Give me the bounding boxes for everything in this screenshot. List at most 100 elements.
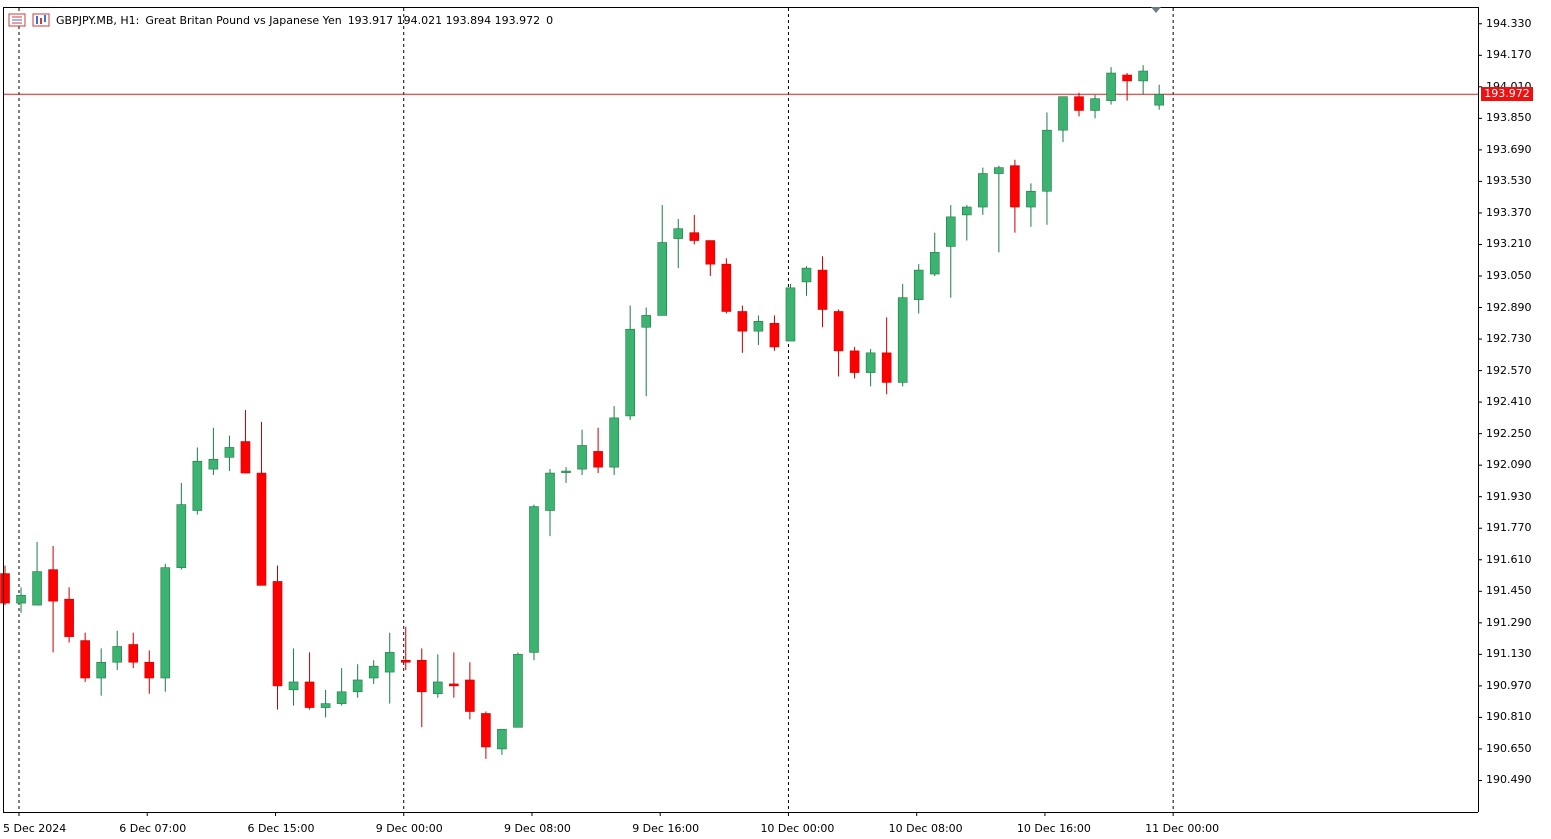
candle-body-bull	[1090, 98, 1100, 111]
candle-body-bull	[352, 679, 363, 693]
candle	[881, 317, 892, 395]
candle	[673, 218, 684, 269]
candle	[481, 711, 491, 759]
candle-body-bull	[801, 267, 812, 283]
candle	[128, 632, 139, 669]
y-tick-label: 190.490	[1486, 773, 1532, 787]
candle-body-bear	[240, 441, 251, 474]
candle-body-bear	[304, 681, 315, 708]
candle	[978, 167, 988, 215]
candle	[897, 283, 908, 387]
candle-body-bull	[112, 646, 123, 663]
y-tick-label: 193.850	[1486, 111, 1532, 125]
candle-body-bear	[705, 240, 716, 265]
y-tick-label: 190.650	[1486, 741, 1532, 755]
y-tick-label: 191.930	[1486, 489, 1532, 503]
candle	[577, 429, 587, 476]
candle	[352, 664, 363, 698]
candle-body-bear	[144, 661, 155, 679]
shift-marker-icon[interactable]	[1151, 7, 1161, 13]
candle-body-bull	[368, 665, 379, 679]
candle	[1138, 65, 1148, 95]
candle-body-bull	[1042, 129, 1052, 192]
y-tick-label: 194.330	[1486, 16, 1532, 30]
candle	[769, 315, 780, 351]
x-tick-label: 9 Dec 16:00	[632, 822, 700, 835]
candle	[753, 315, 764, 345]
candle-body-bull	[785, 287, 796, 342]
candle-body-bull	[1026, 190, 1036, 208]
candle-body-bull	[336, 691, 347, 704]
candle	[705, 240, 716, 276]
bar-chart-icon[interactable]	[32, 13, 50, 27]
candle-body-bear	[128, 644, 139, 663]
candle	[945, 205, 956, 298]
candle	[641, 307, 652, 397]
y-tick-label: 192.890	[1486, 300, 1532, 314]
candle	[785, 283, 796, 342]
candle	[449, 652, 459, 698]
candle	[368, 660, 379, 684]
y-tick-label: 192.090	[1486, 458, 1532, 472]
candle	[1042, 112, 1052, 225]
candle	[320, 689, 331, 718]
candle-body-bear	[817, 269, 828, 310]
candle-body-bear	[593, 451, 603, 468]
candle	[913, 264, 924, 314]
x-tick-label: 10 Dec 00:00	[760, 822, 835, 835]
candle	[304, 652, 315, 710]
y-tick-label: 191.450	[1486, 584, 1532, 598]
candle-body-bull	[384, 652, 395, 673]
candle-body-bull	[160, 567, 171, 679]
candle-body-bull	[1058, 96, 1068, 131]
candle-body-bear	[769, 322, 780, 348]
candle-body-bull	[961, 206, 972, 216]
candle	[689, 214, 700, 245]
candle-body-bull	[913, 269, 924, 300]
candle-body-bull	[994, 167, 1004, 174]
symbol-label: GBPJPY.MB, H1:	[56, 13, 140, 27]
candle	[0, 565, 10, 606]
x-tick-label: 9 Dec 00:00	[375, 822, 443, 835]
candle	[529, 504, 539, 661]
candle-body-bear	[256, 472, 267, 586]
candle	[224, 435, 235, 472]
candle-body-bull	[561, 470, 571, 473]
candle	[288, 648, 299, 706]
candle-body-bear	[833, 311, 844, 352]
x-tick-label: 10 Dec 08:00	[888, 822, 963, 835]
candle-body-bull	[208, 458, 219, 470]
list-menu-icon[interactable]	[8, 13, 26, 27]
current-price-tag: 193.972	[1481, 87, 1533, 102]
candle-body-bull	[865, 352, 876, 373]
candle-body-bear	[881, 352, 892, 383]
y-tick-label: 191.610	[1486, 552, 1532, 566]
candle-body-bull	[1106, 72, 1116, 101]
candle	[497, 728, 507, 755]
candle	[593, 427, 603, 474]
y-tick-label: 192.730	[1486, 332, 1532, 346]
candle	[625, 305, 635, 420]
candle-body-bull	[224, 447, 235, 458]
candle-body-bull	[288, 681, 299, 691]
y-tick-label: 192.250	[1486, 426, 1532, 440]
candle-body-bull	[945, 216, 956, 247]
candle	[144, 650, 155, 694]
chart-frame	[3, 7, 1482, 816]
candle	[80, 632, 90, 682]
candle	[1106, 67, 1116, 105]
candle	[657, 205, 668, 316]
candle	[240, 410, 251, 474]
candle	[721, 258, 732, 314]
candle	[513, 652, 523, 728]
candle-body-bull	[673, 228, 684, 239]
candle	[1026, 183, 1036, 227]
candle-body-bear	[449, 683, 459, 687]
candle	[1058, 96, 1068, 142]
x-tick-label: 6 Dec 15:00	[247, 822, 315, 835]
candle-body-bull	[978, 173, 988, 208]
candle-body-bull	[577, 445, 587, 470]
candle-body-bull	[657, 242, 668, 316]
